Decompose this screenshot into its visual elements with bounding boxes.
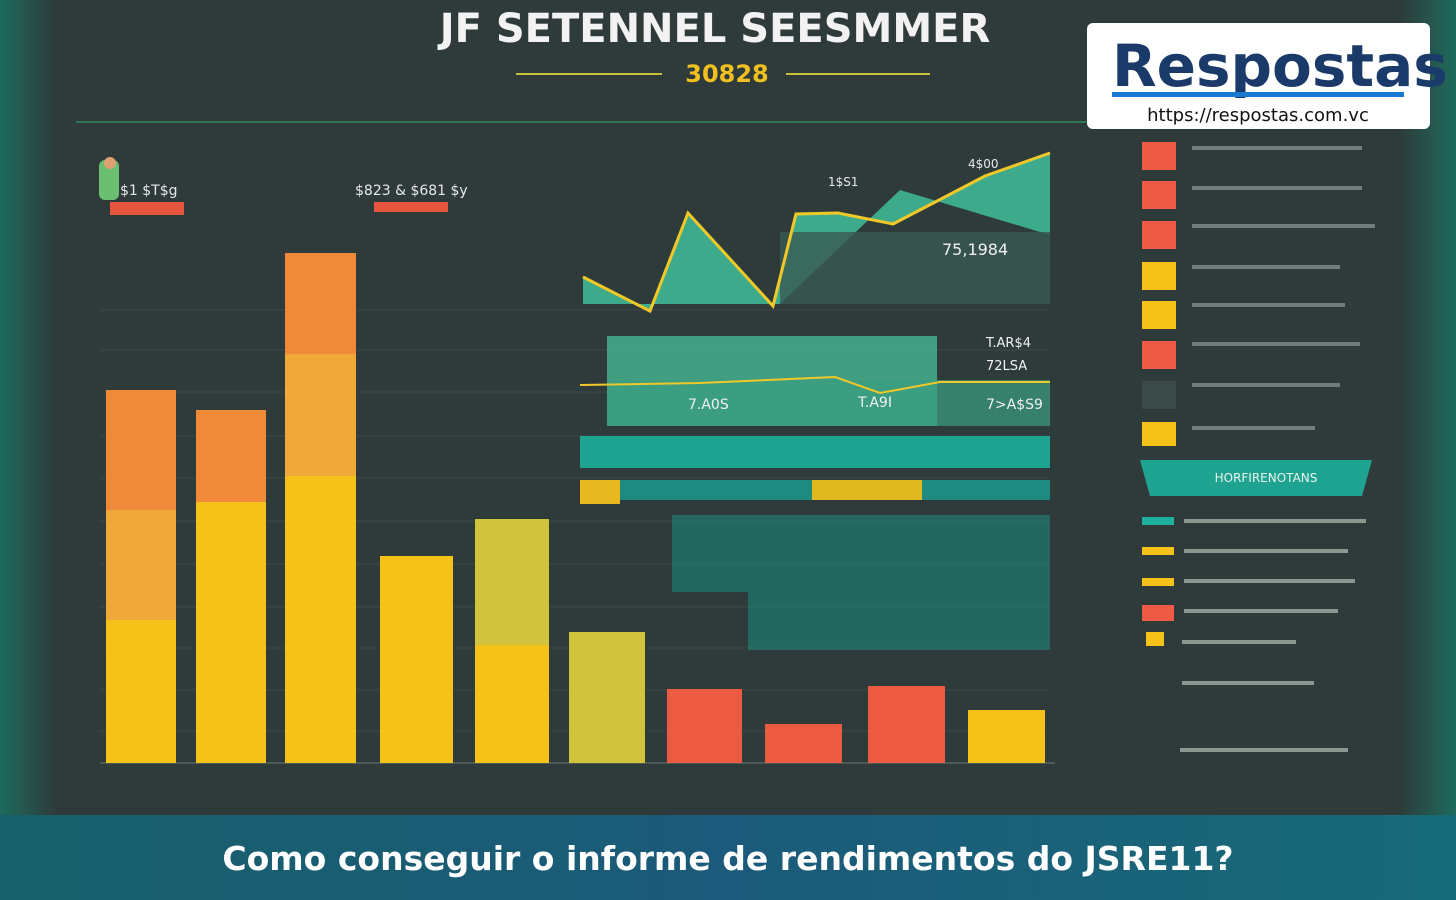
line bbox=[582, 151, 1051, 314]
panel bbox=[672, 515, 1050, 592]
logo-url: https://respostas.com.vc bbox=[1147, 105, 1369, 126]
logo-box bbox=[1087, 23, 1430, 129]
subtitle: 30828 bbox=[685, 60, 769, 88]
figure-head bbox=[104, 157, 116, 169]
band bbox=[812, 480, 922, 500]
panel bbox=[748, 592, 1050, 650]
caption-bar bbox=[0, 815, 1456, 900]
bars bbox=[106, 253, 1045, 763]
label: 72LSA bbox=[986, 359, 1027, 374]
logo-name: Respostas bbox=[1112, 32, 1448, 100]
label: 7>A$S9 bbox=[986, 397, 1043, 413]
band bbox=[580, 436, 1050, 468]
label: 7.A0S bbox=[688, 397, 729, 413]
figure bbox=[99, 160, 119, 200]
label: T.A9I bbox=[857, 395, 892, 411]
legend-banner bbox=[1140, 460, 1372, 496]
label: 1$S1 bbox=[828, 175, 859, 189]
label: $1 $T$g bbox=[120, 183, 178, 199]
label: 75,1984 bbox=[942, 240, 1008, 259]
label: HORFIRENOTANS bbox=[1215, 471, 1318, 485]
label: 4$00 bbox=[968, 157, 999, 171]
caption: Como conseguir o informe de rendimentos … bbox=[222, 839, 1233, 878]
chip bbox=[580, 480, 620, 504]
logo-domain: .com.vc bbox=[1377, 90, 1405, 98]
label: T.AR$4 bbox=[985, 336, 1031, 351]
panel bbox=[607, 380, 1050, 426]
sign bbox=[110, 202, 184, 215]
area-shade bbox=[780, 232, 1050, 304]
legend-2 bbox=[1142, 517, 1366, 752]
sign bbox=[374, 202, 448, 212]
legend bbox=[1142, 142, 1375, 446]
logo-underline bbox=[1112, 92, 1404, 97]
title: JF SETENNEL SEESMMER bbox=[437, 6, 991, 52]
label: $823 & $681 $y bbox=[355, 183, 468, 199]
line bbox=[579, 375, 1050, 395]
